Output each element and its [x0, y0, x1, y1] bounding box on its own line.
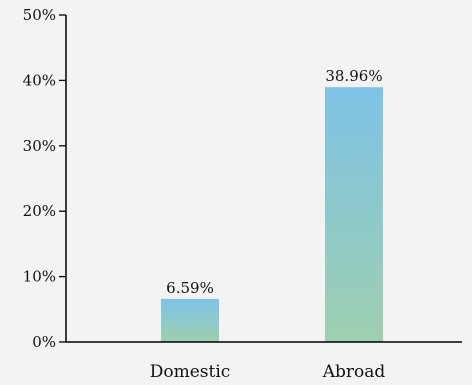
- axes-group: [65, 15, 462, 343]
- y-tick-label: 40%: [23, 71, 56, 89]
- data-label: 38.96%: [325, 67, 382, 85]
- data-label: 6.59%: [166, 279, 214, 297]
- y-tick-label: 10%: [23, 268, 56, 286]
- y-tick-label: 20%: [23, 202, 56, 220]
- bar-domestic: [161, 298, 219, 342]
- y-axis-ticks: 0% 10% 20% 30% 40% 50%: [23, 6, 66, 351]
- x-tick-label: Abroad: [322, 362, 386, 382]
- x-axis-ticks: Domestic Abroad: [150, 362, 386, 382]
- y-tick-label: 30%: [23, 137, 56, 155]
- y-tick-label: 50%: [23, 6, 56, 24]
- bar-abroad: [325, 87, 383, 342]
- x-tick-label: Domestic: [150, 362, 231, 382]
- y-tick-label: 0%: [32, 333, 56, 351]
- bars-group: 6.59% 38.96%: [161, 67, 383, 342]
